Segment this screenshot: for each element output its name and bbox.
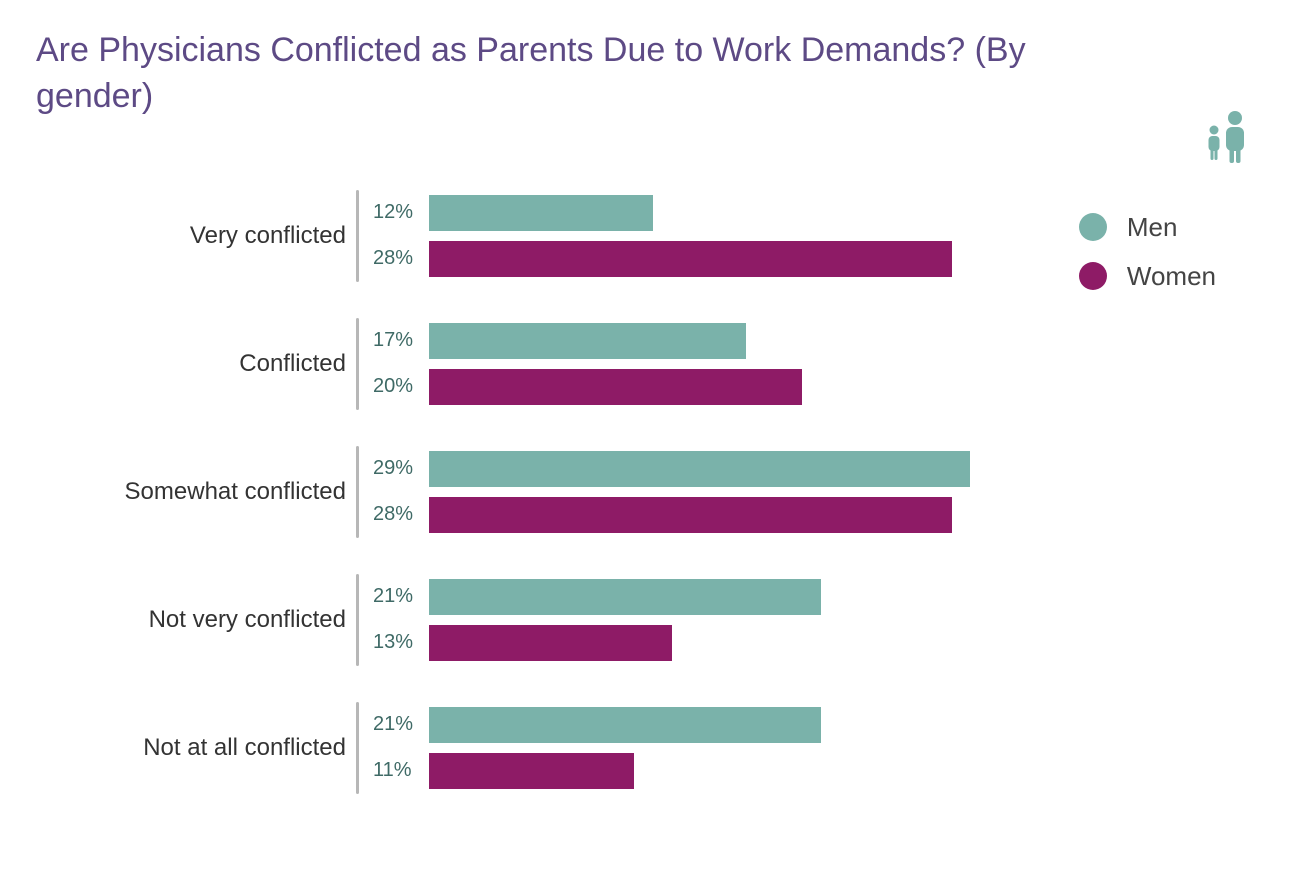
bar-men bbox=[429, 451, 970, 487]
bar-value-women: 11% bbox=[367, 759, 429, 782]
bar-value-women: 20% bbox=[367, 375, 429, 398]
bar-row-men: 17% bbox=[367, 320, 1256, 362]
category-group: Not at all conflicted 21% 11% bbox=[96, 702, 1256, 794]
category-group: Very conflicted 12% 28% bbox=[96, 190, 1256, 282]
bars-container: 21% 13% bbox=[367, 574, 1256, 666]
bar-men bbox=[429, 579, 821, 615]
bar-row-women: 28% bbox=[367, 494, 1256, 536]
bar-men bbox=[429, 195, 653, 231]
bars-container: 29% 28% bbox=[367, 446, 1256, 538]
bar-men bbox=[429, 707, 821, 743]
bar-value-men: 21% bbox=[367, 713, 429, 736]
bar-women bbox=[429, 241, 952, 277]
bar-women bbox=[429, 753, 634, 789]
bar-value-women: 28% bbox=[367, 247, 429, 270]
bar-row-men: 21% bbox=[367, 704, 1256, 746]
bar-row-women: 20% bbox=[367, 366, 1256, 408]
bar-row-men: 12% bbox=[367, 192, 1256, 234]
bar-women bbox=[429, 625, 672, 661]
category-label: Not at all conflicted bbox=[96, 702, 356, 794]
chart-title: Are Physicians Conflicted as Parents Due… bbox=[36, 28, 1136, 120]
bar-row-men: 21% bbox=[367, 576, 1256, 618]
bar-value-men: 17% bbox=[367, 329, 429, 352]
bars-container: 21% 11% bbox=[367, 702, 1256, 794]
category-label: Not very conflicted bbox=[96, 574, 356, 666]
category-separator bbox=[356, 574, 359, 666]
category-label: Very conflicted bbox=[96, 190, 356, 282]
bars-container: 17% 20% bbox=[367, 318, 1256, 410]
category-group: Somewhat conflicted 29% 28% bbox=[96, 446, 1256, 538]
bar-value-men: 29% bbox=[367, 457, 429, 480]
category-separator bbox=[356, 446, 359, 538]
bar-value-men: 12% bbox=[367, 201, 429, 224]
category-group: Conflicted 17% 20% bbox=[96, 318, 1256, 410]
bar-women bbox=[429, 369, 802, 405]
bar-row-women: 11% bbox=[367, 750, 1256, 792]
bars-container: 12% 28% bbox=[367, 190, 1256, 282]
category-separator bbox=[356, 190, 359, 282]
bar-row-women: 28% bbox=[367, 238, 1256, 280]
bar-value-women: 13% bbox=[367, 631, 429, 654]
bar-value-women: 28% bbox=[367, 503, 429, 526]
category-group: Not very conflicted 21% 13% bbox=[96, 574, 1256, 666]
bar-row-men: 29% bbox=[367, 448, 1256, 490]
bar-men bbox=[429, 323, 746, 359]
bar-row-women: 13% bbox=[367, 622, 1256, 664]
people-icon bbox=[1202, 110, 1250, 169]
category-separator bbox=[356, 318, 359, 410]
bar-women bbox=[429, 497, 952, 533]
category-label: Conflicted bbox=[96, 318, 356, 410]
bar-value-men: 21% bbox=[367, 585, 429, 608]
category-label: Somewhat conflicted bbox=[96, 446, 356, 538]
chart-area: Men Women Very conflicted12%28%Conflicte… bbox=[96, 190, 1256, 794]
category-separator bbox=[356, 702, 359, 794]
